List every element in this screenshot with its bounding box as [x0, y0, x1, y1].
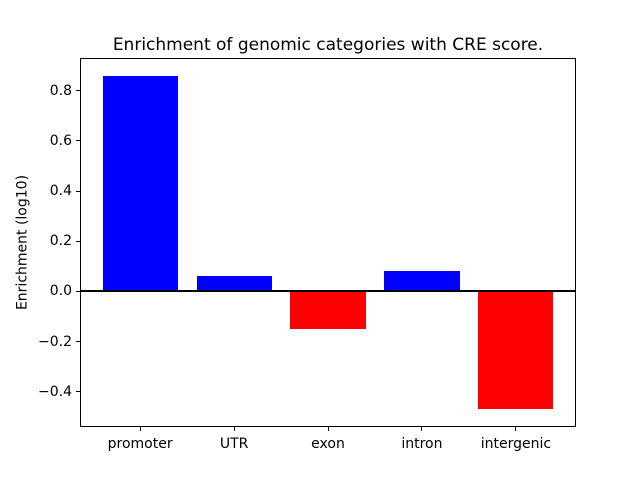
x-tick-mark — [327, 427, 329, 431]
x-tick-mark — [139, 427, 141, 431]
y-tick-mark — [76, 240, 80, 242]
bar-intron — [384, 271, 460, 292]
x-tick-mark — [515, 427, 517, 431]
y-tick-label: 0.4 — [49, 183, 72, 199]
y-tick-label: 0.0 — [49, 283, 72, 300]
bar-UTR — [196, 276, 272, 292]
x-tick-mark — [233, 427, 235, 431]
x-tick-label-UTR: UTR — [219, 436, 249, 452]
y-tick-label: 0.6 — [49, 132, 72, 149]
x-tick-mark — [421, 427, 423, 431]
y-tick-mark — [76, 290, 80, 292]
bar-intergenic — [478, 291, 554, 410]
x-tick-label-exon: exon — [311, 436, 345, 452]
y-tick-label: 0.8 — [49, 82, 72, 99]
y-tick-label: 0.2 — [49, 233, 72, 250]
y-tick-label: −0.4 — [38, 383, 72, 400]
y-tick-mark — [76, 341, 80, 343]
x-tick-label-promoter: promoter — [107, 436, 173, 452]
x-tick-label-intron: intron — [401, 436, 443, 452]
x-tick-label-intergenic: intergenic — [480, 436, 552, 452]
y-tick-label: −0.2 — [38, 333, 72, 350]
bar-exon — [290, 291, 366, 330]
y-tick-mark — [76, 190, 80, 192]
chart-title: Enrichment of genomic categories with CR… — [112, 35, 544, 55]
y-tick-mark — [76, 90, 80, 92]
bar-promoter — [102, 75, 178, 292]
y-tick-mark — [76, 140, 80, 142]
zero-line — [80, 290, 576, 293]
y-tick-mark — [76, 391, 80, 393]
